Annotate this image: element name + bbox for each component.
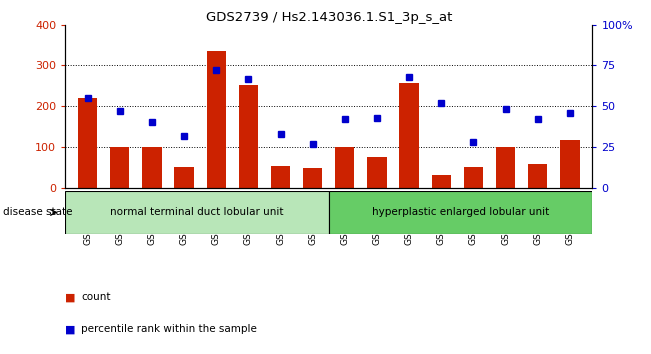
Text: percentile rank within the sample: percentile rank within the sample bbox=[81, 324, 257, 334]
Text: ■: ■ bbox=[65, 292, 76, 302]
Bar bbox=[303, 168, 322, 188]
Text: count: count bbox=[81, 292, 111, 302]
Bar bbox=[239, 85, 258, 188]
Bar bbox=[528, 164, 547, 188]
Bar bbox=[174, 167, 194, 188]
Bar bbox=[561, 139, 579, 188]
Bar bbox=[335, 147, 355, 188]
Bar bbox=[143, 147, 161, 188]
Bar bbox=[206, 51, 226, 188]
Title: GDS2739 / Hs2.143036.1.S1_3p_s_at: GDS2739 / Hs2.143036.1.S1_3p_s_at bbox=[206, 11, 452, 24]
Bar bbox=[464, 167, 483, 188]
Bar bbox=[432, 176, 451, 188]
Bar bbox=[367, 157, 387, 188]
Text: disease state: disease state bbox=[3, 207, 73, 217]
Bar bbox=[400, 82, 419, 188]
Bar bbox=[110, 147, 130, 188]
Bar bbox=[78, 98, 97, 188]
Text: normal terminal duct lobular unit: normal terminal duct lobular unit bbox=[110, 207, 284, 217]
Text: ■: ■ bbox=[65, 324, 76, 334]
Bar bbox=[329, 191, 592, 234]
Bar bbox=[65, 191, 329, 234]
Bar bbox=[271, 166, 290, 188]
Text: hyperplastic enlarged lobular unit: hyperplastic enlarged lobular unit bbox=[372, 207, 549, 217]
Bar bbox=[496, 147, 515, 188]
